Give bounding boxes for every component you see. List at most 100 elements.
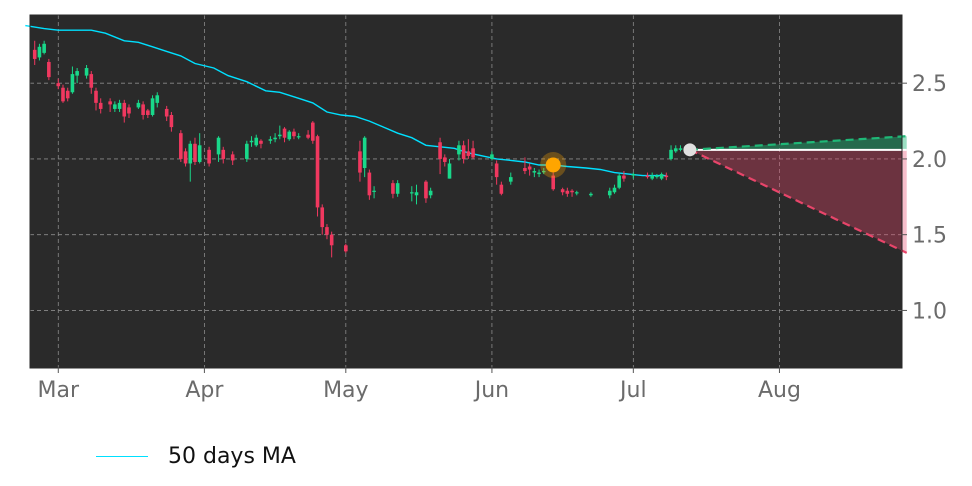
candle-up [113, 101, 117, 112]
candle-body [268, 139, 273, 141]
candle-body [372, 190, 376, 192]
candle-down [292, 128, 296, 140]
candle-up [216, 136, 221, 162]
candle-body [282, 128, 287, 138]
candle-body [150, 98, 155, 115]
candle-up [414, 184, 419, 205]
candle-body [612, 187, 617, 193]
candle-up [607, 187, 612, 199]
signal-marker [545, 157, 561, 173]
candle-up [612, 184, 617, 194]
candle-down [47, 58, 51, 81]
y-tick-label: 2.5 [912, 72, 947, 97]
candle-up [574, 190, 579, 196]
candle-up [655, 174, 659, 179]
candle-body [320, 207, 325, 228]
candle-up [70, 66, 75, 94]
candle-body [344, 245, 348, 252]
forecast-cone [689, 135, 908, 254]
candle-body [108, 101, 112, 105]
candle-body [32, 49, 37, 59]
candle-body [537, 172, 541, 175]
candle-body [325, 227, 329, 235]
candle-down [207, 146, 211, 167]
candle-down [367, 169, 372, 200]
candle-up [395, 180, 400, 197]
candle-up [537, 169, 541, 178]
candle-body [527, 166, 532, 170]
candle-down [193, 137, 197, 165]
forecast-start-marker [683, 143, 697, 157]
legend-ma-swatch [96, 455, 148, 457]
candle-body [645, 175, 650, 178]
candle-down [438, 137, 442, 175]
candle-up [155, 92, 160, 108]
candle-body [259, 140, 263, 144]
candle-body [560, 189, 565, 193]
candle-down [358, 140, 362, 182]
candle-up [188, 140, 193, 182]
candle-down [664, 172, 669, 181]
candle-body [188, 143, 193, 164]
candle-up [490, 151, 494, 161]
candle-down [499, 181, 504, 196]
candle-down [461, 140, 466, 164]
y-tick-label: 1.5 [912, 224, 947, 249]
candle-body [249, 140, 254, 143]
candle-body [650, 175, 654, 179]
candle-up [254, 134, 259, 147]
x-tick-label: May [323, 378, 368, 403]
candle-body [94, 90, 98, 103]
candle-body [230, 154, 235, 161]
candle-up [245, 140, 249, 162]
candle-down [570, 189, 574, 197]
candle-down [306, 130, 310, 140]
candle-up [37, 43, 42, 61]
candle-body [207, 149, 211, 164]
candle-down [565, 187, 570, 197]
candle-body [183, 151, 188, 164]
candle-up [447, 158, 452, 179]
candle-up [197, 133, 202, 164]
plot-border [29, 14, 903, 369]
candle-body [358, 151, 362, 173]
candle-down [108, 98, 112, 112]
candle-body [42, 43, 46, 53]
candle-body [56, 83, 61, 87]
y-tick-label: 2.0 [912, 148, 947, 173]
candle-body [678, 148, 683, 150]
candle-down [320, 204, 325, 235]
candle-up [42, 40, 46, 55]
candle-down [645, 172, 650, 179]
candle-up [362, 136, 367, 178]
candle-body [89, 74, 94, 88]
candle-body [136, 102, 141, 108]
candle-body [113, 104, 117, 109]
plot-area [30, 15, 902, 368]
candle-body [254, 137, 259, 146]
x-tick-label: Apr [185, 378, 224, 403]
candle-body [197, 145, 202, 162]
candle-down [230, 151, 235, 165]
candle-body [570, 190, 574, 193]
candle-body [442, 157, 447, 162]
candle-body [245, 143, 249, 159]
candle-body [589, 193, 593, 196]
candle-body [273, 137, 277, 140]
candle-body [98, 102, 103, 109]
candle-down [424, 180, 428, 203]
x-tick-label: Jun [473, 378, 509, 403]
candle-body [296, 136, 301, 138]
candle-body [306, 134, 310, 138]
candle-body [541, 171, 546, 173]
candlestick-series [32, 40, 683, 258]
candle-body [617, 175, 621, 188]
candle-up [508, 172, 513, 185]
forecast-down-line [689, 148, 908, 254]
candle-up [541, 168, 546, 175]
candle-body [37, 46, 42, 58]
candle-body [391, 183, 395, 194]
candle-body [461, 145, 466, 159]
candle-body [311, 122, 315, 141]
candle-down [32, 40, 37, 65]
